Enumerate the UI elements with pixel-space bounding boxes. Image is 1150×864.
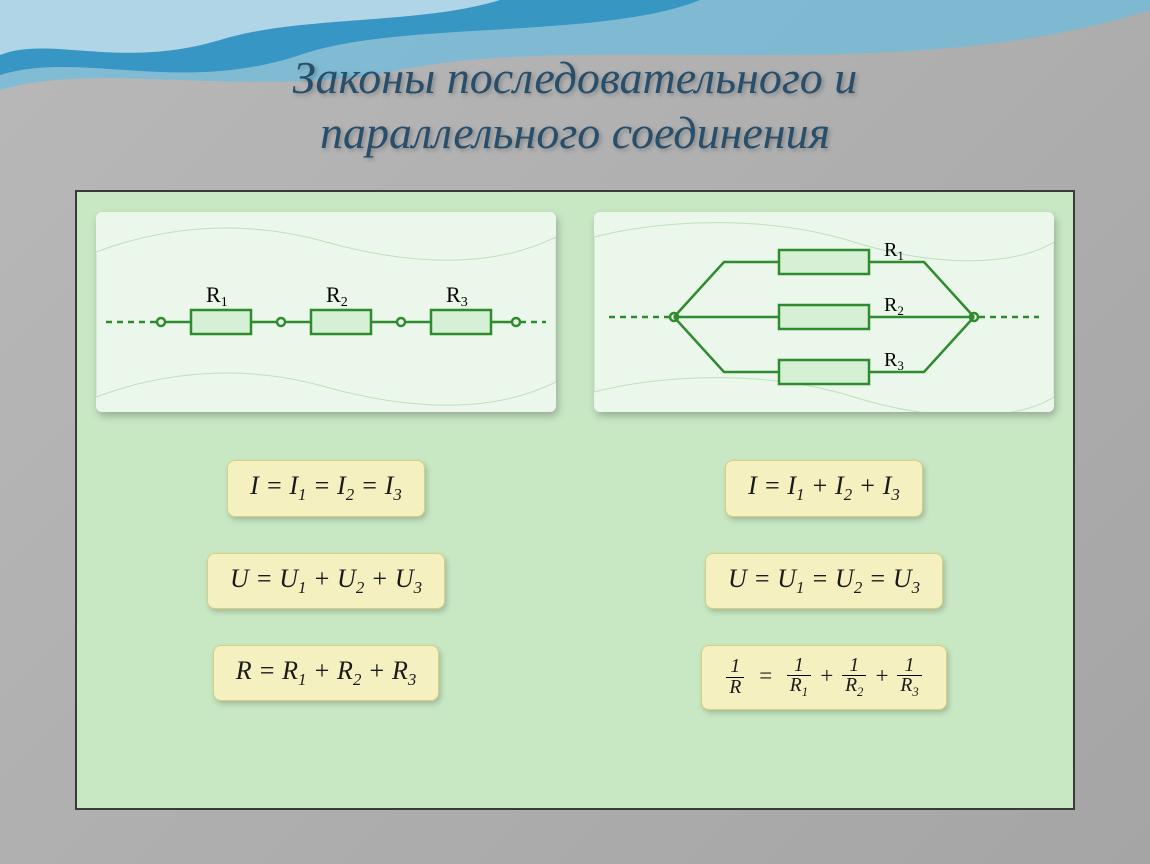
series-circuit-panel: R1 R2 R3 xyxy=(96,212,556,412)
slide: Законы последовательного и параллельного… xyxy=(0,0,1150,864)
title-line2: параллельного соединения xyxy=(320,107,830,158)
parallel-current-formula: I = I1 + I2 + I3 xyxy=(725,460,923,516)
parallel-circuit-panel: R1 R2 R3 xyxy=(594,212,1054,412)
frac-t2-num: 1 xyxy=(842,656,866,676)
content-box: R1 R2 R3 I = I1 = I2 = I3 U = U1 + U2 + … xyxy=(75,190,1075,810)
title-line1: Законы последовательного и xyxy=(293,52,858,103)
series-voltage-formula: U = U1 + U2 + U3 xyxy=(207,553,445,609)
series-current-formula: I = I1 = I2 = I3 xyxy=(227,460,425,516)
parallel-resistance-formula: 1R = 1R1 + 1R2 + 1R3 xyxy=(701,645,946,710)
frac-t3-num: 1 xyxy=(897,656,921,676)
series-resistance-formula: R = R1 + R2 + R3 xyxy=(213,645,440,701)
slide-title: Законы последовательного и параллельного… xyxy=(293,50,858,160)
frac-t1-num: 1 xyxy=(787,656,811,676)
parallel-voltage-formula: U = U1 = U2 = U3 xyxy=(705,553,943,609)
parallel-r1-label: R1 xyxy=(884,239,904,263)
parallel-column: R1 R2 R3 I = I1 + I2 + I3 U = U1 = U2 = … xyxy=(575,192,1073,808)
frac-lhs-num: 1 xyxy=(726,657,744,677)
parallel-circuit-svg: R1 R2 R3 xyxy=(594,212,1054,412)
series-column: R1 R2 R3 I = I1 = I2 = I3 U = U1 + U2 + … xyxy=(77,192,575,808)
series-circuit-svg: R1 R2 R3 xyxy=(96,212,556,412)
